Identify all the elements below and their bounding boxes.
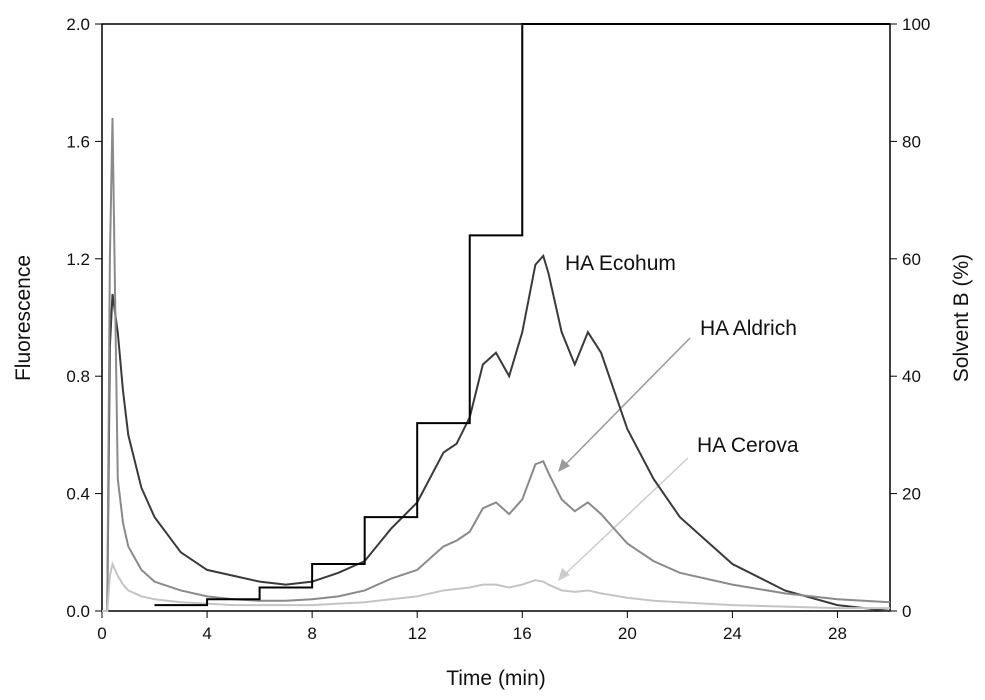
y-tick-label: 0.8 [66, 367, 90, 386]
series-line [154, 23, 890, 607]
y-tick-label: 0.4 [66, 485, 90, 504]
y2-tick-label: 0 [902, 602, 911, 621]
y2-tick-label: 60 [902, 250, 921, 269]
arrow [561, 457, 689, 578]
x-tick-label: 12 [408, 624, 427, 643]
y-tick-label: 1.2 [66, 250, 90, 269]
x-tick-label: 20 [618, 624, 637, 643]
y2-tick-label: 100 [902, 15, 930, 34]
x-tick-label: 24 [723, 624, 742, 643]
y2-tick-label: 80 [902, 132, 921, 151]
series-label: HA Ecohum [565, 252, 676, 275]
y-tick-label: 1.6 [66, 132, 90, 151]
series-line [102, 560, 890, 612]
x-tick-label: 16 [513, 624, 532, 643]
x-axis-label: Time (min) [446, 667, 546, 690]
arrowhead [558, 459, 570, 472]
arrowhead [558, 568, 570, 581]
x-tick-label: 8 [307, 624, 316, 643]
y2-tick-label: 20 [902, 485, 921, 504]
series-line [102, 117, 891, 612]
y-tick-label: 2.0 [66, 15, 90, 34]
y2-tick-label: 40 [902, 367, 921, 386]
series-label: HA Cerova [697, 434, 799, 457]
y-axis-label: Fluorescence [12, 255, 35, 381]
x-tick-label: 28 [828, 624, 847, 643]
x-tick-label: 0 [97, 624, 106, 643]
y2-axis-label: Solvent B (%) [950, 254, 973, 382]
plot-frame [101, 23, 891, 612]
x-tick-label: 4 [202, 624, 211, 643]
series-line [102, 253, 891, 612]
y-tick-label: 0.0 [66, 602, 90, 621]
series-label: HA Aldrich [700, 317, 797, 340]
arrow [561, 337, 691, 469]
